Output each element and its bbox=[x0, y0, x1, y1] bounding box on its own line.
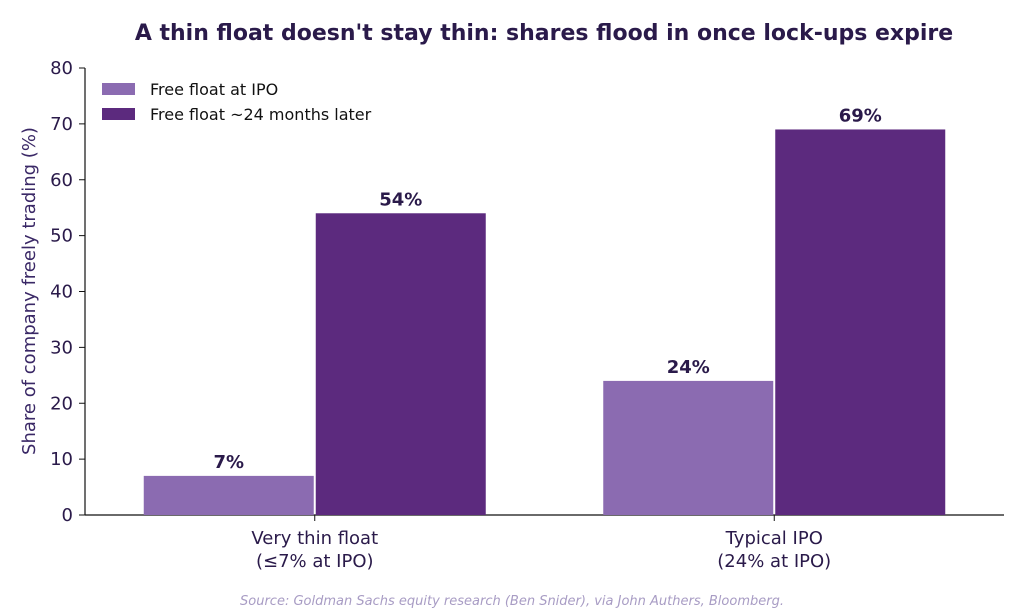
bar-value-label: 7% bbox=[213, 452, 244, 473]
source-note: Source: Goldman Sachs equity research (B… bbox=[240, 594, 784, 609]
x-tick-label: (24% at IPO) bbox=[717, 551, 831, 572]
bar bbox=[143, 475, 314, 515]
y-tick-label: 10 bbox=[50, 449, 73, 470]
y-tick-label: 80 bbox=[50, 58, 73, 79]
y-tick-label: 40 bbox=[50, 282, 73, 303]
bar-value-label: 69% bbox=[839, 105, 882, 126]
y-tick-label: 60 bbox=[50, 170, 73, 191]
axes: 0 10 20 30 40 50 60 70 80 Very thin float(≤7% at … bbox=[50, 58, 1004, 572]
bars: 7% 54% 24% 69% bbox=[143, 105, 946, 515]
x-tick-label: Typical IPO bbox=[725, 528, 823, 549]
legend-label: Free float ~24 months later bbox=[150, 105, 372, 124]
y-tick-label: 30 bbox=[50, 337, 73, 358]
y-tick-label: 50 bbox=[50, 226, 73, 247]
y-tick-label: 0 bbox=[62, 505, 73, 526]
legend-swatch bbox=[102, 83, 135, 95]
bar-value-label: 24% bbox=[667, 357, 710, 378]
legend: Free float at IPO Free float ~24 months l… bbox=[102, 80, 372, 124]
bar bbox=[603, 380, 774, 515]
bar bbox=[775, 129, 946, 515]
y-tick-label: 20 bbox=[50, 393, 73, 414]
chart-title: A thin float doesn't stay thin: shares f… bbox=[135, 21, 953, 46]
legend-swatch bbox=[102, 108, 135, 120]
legend-label: Free float at IPO bbox=[150, 80, 278, 99]
x-tick-label: Very thin float bbox=[251, 528, 378, 549]
y-axis-label: Share of company freely trading (%) bbox=[19, 127, 40, 455]
x-tick-label: (≤7% at IPO) bbox=[256, 551, 374, 572]
y-tick-label: 70 bbox=[50, 114, 73, 135]
bar-value-label: 54% bbox=[379, 189, 422, 210]
bar bbox=[315, 213, 486, 515]
